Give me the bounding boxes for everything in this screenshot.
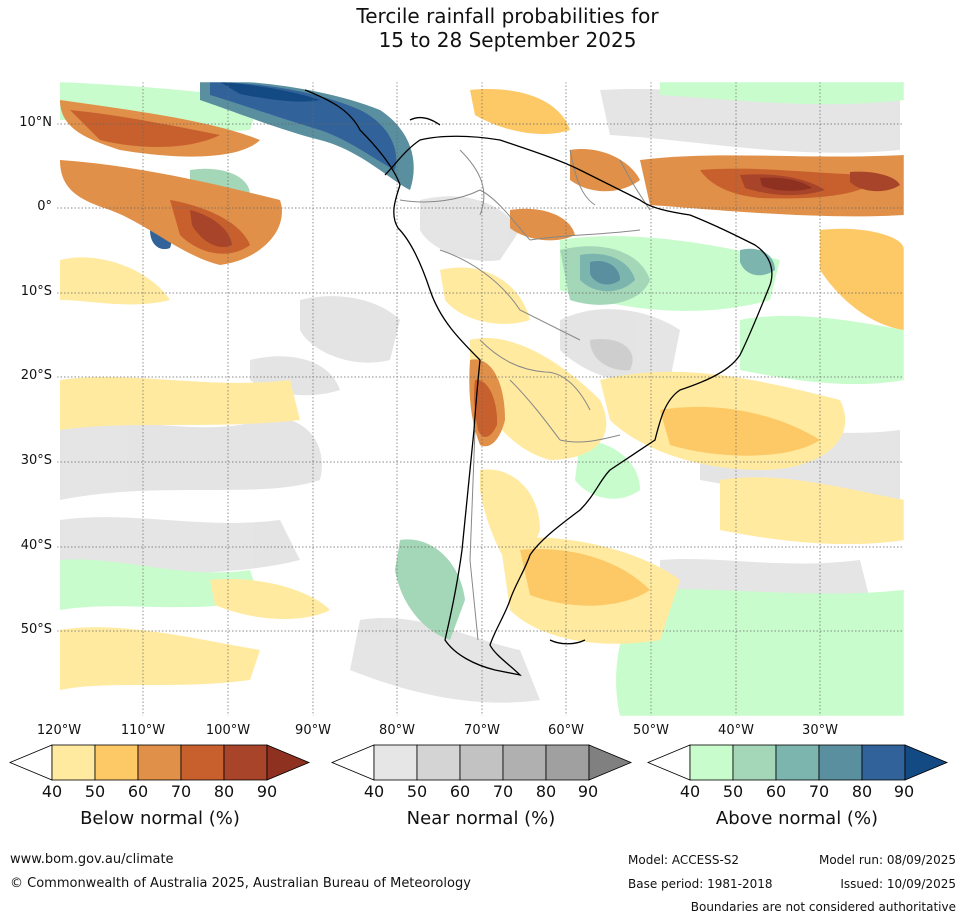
footer-disclaimer: Boundaries are not considered authoritat… [690,900,956,914]
lat-label-50s: 50°S [20,622,52,637]
below-colorbar-swatch [180,744,225,781]
above-tick-40: 40 [679,782,701,801]
lon-label-50w: 50°W [633,723,669,738]
lat-label-10n: 10°N [19,115,52,130]
lon-label-60w: 60°W [548,723,584,738]
footer-url: www.bom.gov.au/climate [10,852,174,867]
above-tick-50: 50 [722,782,744,801]
footer-model-run: Model run: 08/09/2025 [818,853,956,867]
above-colorbar-swatch [732,744,777,781]
footer-base-period: Base period: 1981-2018 [628,877,773,891]
below-colorbar-low-triangle [8,744,53,781]
above-colorbar-high-triangle [904,744,949,781]
lat-label-0: 0° [37,199,52,214]
title-line-1: Tercile rainfall probabilities for [356,4,659,28]
lon-label-90w: 90°W [295,723,331,738]
lon-label-80w: 80°W [379,723,415,738]
country-borders [399,149,651,641]
near-colorbar-low-triangle [330,744,375,781]
above-tick-80: 80 [851,782,873,801]
lon-label-110w: 110°W [120,723,166,738]
above-tick-70: 70 [808,782,830,801]
lon-label-120w: 120°W [36,723,82,738]
near-colorbar-swatch [459,744,504,781]
above-colorbar-swatch [775,744,820,781]
footer-issued: Issued: 10/09/2025 [840,877,956,891]
near-tick-90: 90 [577,782,599,801]
lon-label-30w: 30°W [802,723,838,738]
above-colorbar-swatch [689,744,734,781]
above-colorbar-swatch [818,744,863,781]
title-line-2: 15 to 28 September 2025 [378,28,637,52]
lon-label-40w: 40°W [718,723,754,738]
lat-label-40s: 40°S [20,538,52,553]
below-tick-40: 40 [41,782,63,801]
near-tick-70: 70 [492,782,514,801]
near-tick-40: 40 [363,782,385,801]
below-tick-80: 80 [213,782,235,801]
footer-model: Model: ACCESS-S2 [628,853,740,867]
near-colorbar-high-triangle [588,744,633,781]
above-colorbar-low-triangle [646,744,691,781]
above-colorbar-swatch [861,744,906,781]
below-colorbar-swatch [137,744,182,781]
below-normal-regions [60,89,904,690]
colorbar-above-normal [646,744,949,781]
chart-title: Tercile rainfall probabilities for 15 to… [0,4,965,52]
below-tick-70: 70 [170,782,192,801]
below-tick-90: 90 [256,782,278,801]
near-colorbar-swatch [373,744,418,781]
above-tick-90: 90 [893,782,915,801]
below-tick-50: 50 [84,782,106,801]
lon-label-70w: 70°W [464,723,500,738]
below-colorbar-swatch [94,744,139,781]
colorbar-title-above: Above normal (%) [715,808,879,829]
near-tick-80: 80 [535,782,557,801]
lat-label-30s: 30°S [20,453,52,468]
lat-label-20s: 20°S [20,368,52,383]
below-colorbar-high-triangle [266,744,311,781]
below-tick-60: 60 [127,782,149,801]
near-tick-60: 60 [449,782,471,801]
colorbar-near-normal [330,744,633,781]
near-tick-50: 50 [406,782,428,801]
colorbar-title-below: Below normal (%) [80,808,240,829]
colorbar-title-near: Near normal (%) [406,808,556,829]
near-colorbar-swatch [545,744,590,781]
below-colorbar-swatch [51,744,96,781]
lon-label-100w: 100°W [205,723,251,738]
colorbar-below-normal [8,744,311,781]
below-colorbar-swatch [223,744,268,781]
near-colorbar-swatch [416,744,461,781]
above-tick-60: 60 [765,782,787,801]
map-frame [56,81,905,717]
footer-copyright: © Commonwealth of Australia 2025, Austra… [10,876,471,891]
lat-label-10s: 10°S [20,284,52,299]
near-colorbar-swatch [502,744,547,781]
graticule [57,82,904,716]
coastline [304,89,773,677]
